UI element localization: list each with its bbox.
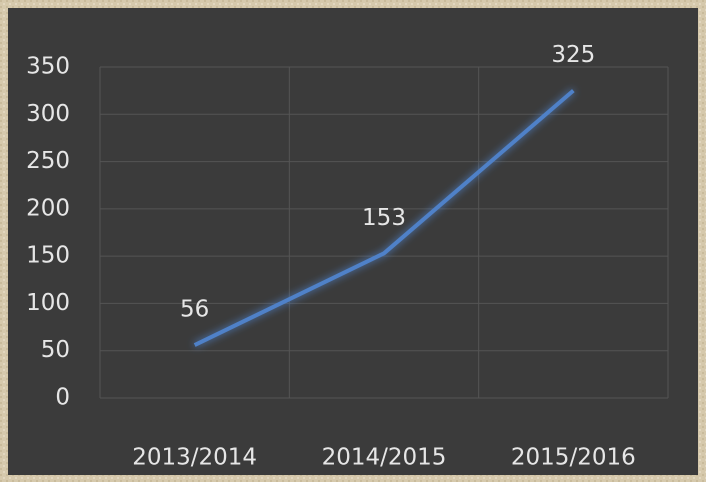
- y-tick-label: 350: [26, 54, 70, 80]
- line: [193, 89, 575, 347]
- y-tick-label: 0: [55, 385, 70, 411]
- y-tick-label: 200: [26, 195, 70, 221]
- y-tick-label: 300: [26, 101, 70, 127]
- x-tick-label: 2013/2014: [132, 445, 257, 471]
- y-tick-label: 150: [26, 243, 70, 269]
- x-tick-label: 2014/2015: [322, 445, 447, 471]
- panel: [8, 8, 698, 475]
- data-label: 153: [362, 205, 406, 231]
- y-tick-label: 50: [41, 337, 70, 363]
- y-tick-label: 100: [26, 290, 70, 316]
- y-tick-label: 250: [26, 148, 70, 174]
- data-label: 325: [551, 42, 595, 68]
- x-tick-label: 2015/2016: [511, 445, 636, 471]
- data-label: 56: [180, 297, 209, 323]
